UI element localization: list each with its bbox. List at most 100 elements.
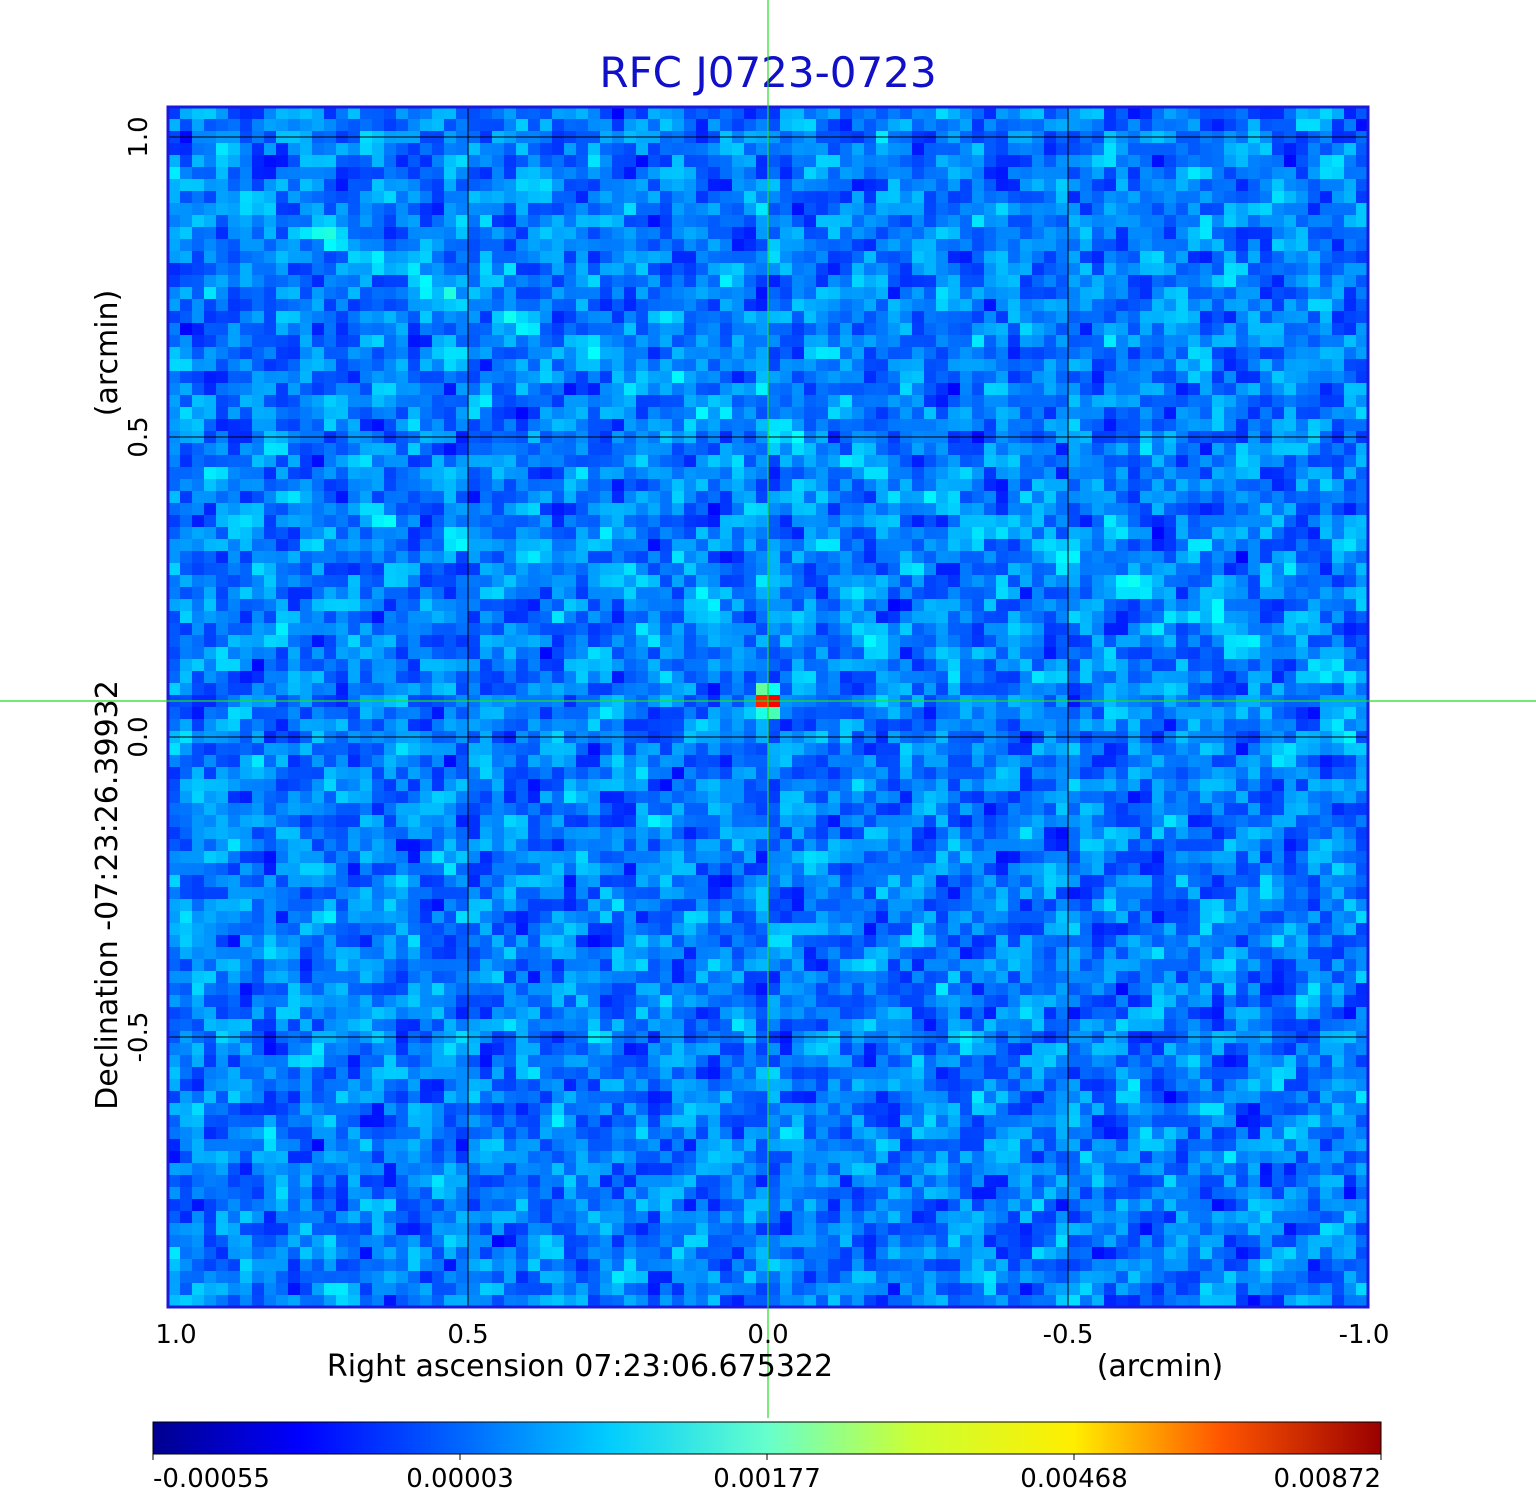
heatmap-cell — [396, 407, 409, 420]
heatmap-cell — [624, 107, 637, 120]
heatmap-cell — [528, 671, 541, 684]
heatmap-cell — [480, 1103, 493, 1116]
heatmap-cell — [324, 119, 337, 132]
heatmap-cell — [408, 1055, 421, 1068]
heatmap-cell — [732, 311, 745, 324]
heatmap-cell — [336, 1067, 349, 1080]
heatmap-cell — [612, 1043, 625, 1056]
heatmap-cell — [324, 371, 337, 384]
heatmap-cell — [708, 599, 721, 612]
heatmap-cell — [516, 1175, 529, 1188]
heatmap-cell — [672, 1151, 685, 1164]
heatmap-cell — [492, 635, 505, 648]
heatmap-cell — [372, 971, 385, 984]
heatmap-cell — [720, 791, 733, 804]
heatmap-cell — [516, 203, 529, 216]
heatmap-cell — [540, 1115, 553, 1128]
heatmap-cell — [696, 755, 709, 768]
heatmap-cell — [360, 1079, 373, 1092]
heatmap-cell — [300, 767, 313, 780]
heatmap-cell — [276, 659, 289, 672]
heatmap-cell — [744, 215, 757, 228]
heatmap-cell — [444, 635, 457, 648]
heatmap-cell — [624, 1247, 637, 1260]
heatmap-cell — [588, 611, 601, 624]
heatmap-cell — [336, 191, 349, 204]
heatmap-cell — [228, 263, 241, 276]
heatmap-cell — [360, 239, 373, 252]
heatmap-cell — [576, 539, 589, 552]
heatmap-cell — [720, 995, 733, 1008]
heatmap-cell — [168, 239, 181, 252]
heatmap-cell — [660, 1067, 673, 1080]
heatmap-cell — [228, 539, 241, 552]
heatmap-cell — [564, 419, 577, 432]
heatmap-cell — [300, 647, 313, 660]
heatmap-cell — [252, 971, 265, 984]
heatmap-cell — [636, 1151, 649, 1164]
heatmap-cell — [216, 251, 229, 264]
heatmap-cell — [336, 1295, 349, 1307]
heatmap-cell — [360, 443, 373, 456]
heatmap-cell — [600, 767, 613, 780]
heatmap-cell — [216, 779, 229, 792]
heatmap-cell — [240, 851, 253, 864]
heatmap-cell — [744, 587, 757, 600]
heatmap-cell — [324, 767, 337, 780]
heatmap-cell — [516, 383, 529, 396]
heatmap-cell — [720, 851, 733, 864]
heatmap-cell — [720, 383, 733, 396]
heatmap-cell — [744, 539, 757, 552]
heatmap-cell — [528, 815, 541, 828]
heatmap-cell — [240, 155, 253, 168]
heatmap-cell — [696, 779, 709, 792]
heatmap-cell — [456, 719, 469, 732]
heatmap-cell — [168, 1235, 181, 1248]
heatmap-cell — [756, 647, 769, 660]
heatmap-cell — [288, 383, 301, 396]
heatmap-cell — [684, 215, 697, 228]
heatmap-cell — [648, 623, 661, 636]
heatmap-cell — [744, 767, 757, 780]
heatmap-cell — [432, 899, 445, 912]
heatmap-cell — [552, 707, 565, 720]
heatmap-cell — [636, 1175, 649, 1188]
heatmap-cell — [312, 1127, 325, 1140]
heatmap-cell — [552, 119, 565, 132]
heatmap-cell — [432, 371, 445, 384]
heatmap-cell — [228, 791, 241, 804]
heatmap-cell — [264, 767, 277, 780]
heatmap-cell — [744, 755, 757, 768]
heatmap-cell — [696, 1055, 709, 1068]
heatmap-cell — [660, 539, 673, 552]
heatmap-cell — [372, 1079, 385, 1092]
heatmap-cell — [240, 179, 253, 192]
heatmap-cell — [744, 791, 757, 804]
heatmap-cell — [276, 407, 289, 420]
heatmap-cell — [348, 551, 361, 564]
heatmap-cell — [252, 815, 265, 828]
heatmap-cell — [624, 647, 637, 660]
heatmap-cell — [444, 299, 457, 312]
heatmap-cell — [732, 911, 745, 924]
heatmap-cell — [672, 1187, 685, 1200]
heatmap-cell — [456, 863, 469, 876]
heatmap-cell — [516, 143, 529, 156]
heatmap-cell — [192, 359, 205, 372]
heatmap-cell — [264, 215, 277, 228]
heatmap-cell — [336, 647, 349, 660]
heatmap-cell — [456, 911, 469, 924]
heatmap-cell — [648, 143, 661, 156]
heatmap-cell — [288, 227, 301, 240]
heatmap-cell — [756, 959, 769, 972]
heatmap-cell — [564, 107, 577, 120]
heatmap-cell — [384, 467, 397, 480]
heatmap-cell — [528, 623, 541, 636]
heatmap-cell — [204, 959, 217, 972]
heatmap-cell — [324, 983, 337, 996]
heatmap-cell — [408, 455, 421, 468]
heatmap-cell — [348, 263, 361, 276]
heatmap-cell — [324, 599, 337, 612]
heatmap-cell — [384, 635, 397, 648]
heatmap-cell — [348, 1043, 361, 1056]
